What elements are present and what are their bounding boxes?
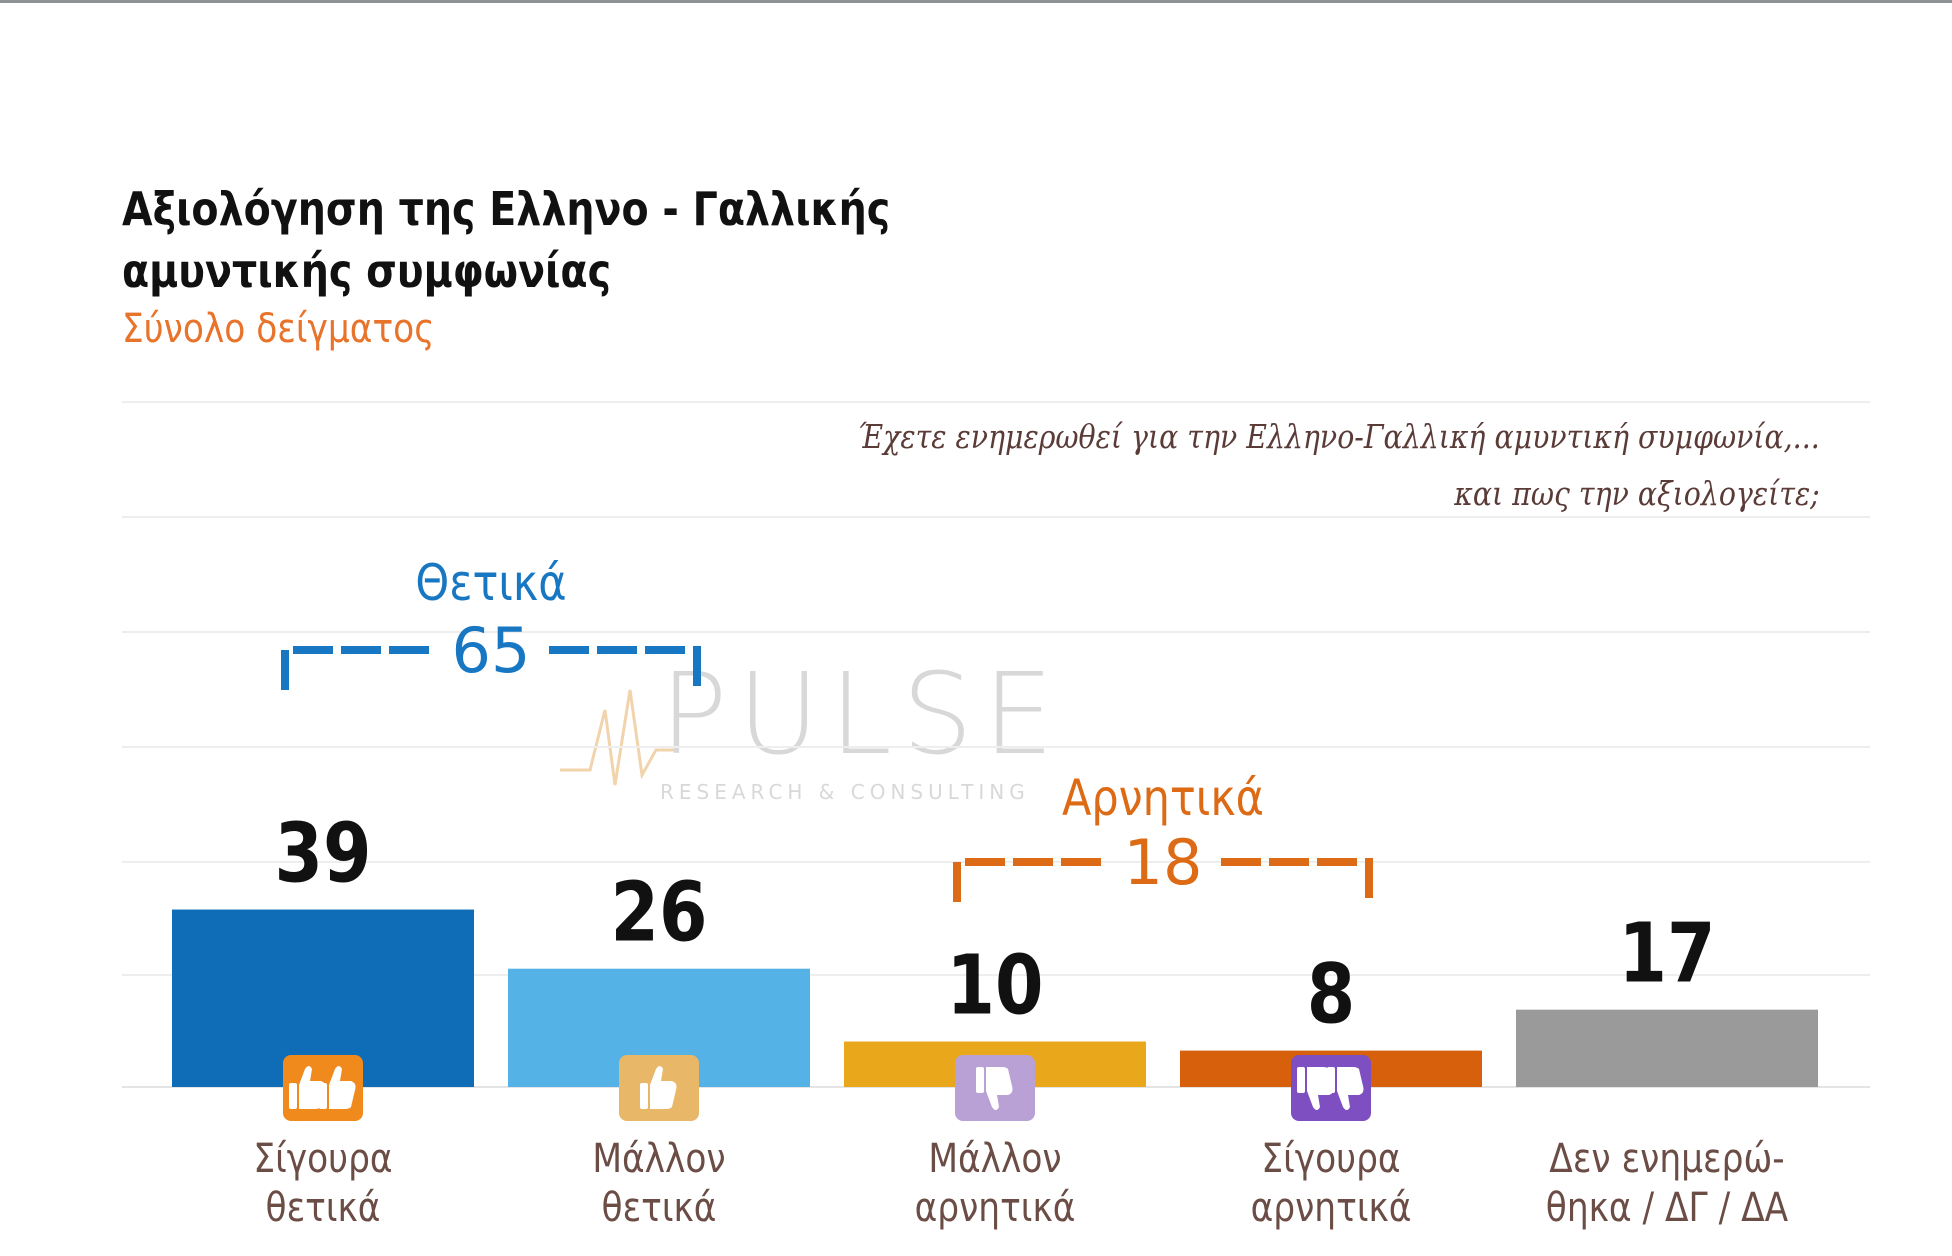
group-value-0: 65: [452, 614, 531, 687]
chart-title-line-1: Αξιολόγηση της Ελληνο - Γαλλικής: [122, 182, 891, 236]
category-label-0-0: Σίγουρα: [253, 1134, 392, 1181]
thumb-up-icon-glyph-0: [640, 1066, 677, 1109]
two-thumbs-up-icon-glyph-0: [289, 1066, 326, 1109]
survey-question: Έχετε ενημερωθεί για την Ελληνο-Γαλλική …: [858, 408, 1820, 522]
survey-question-line-1: Έχετε ενημερωθεί για την Ελληνο-Γαλλική …: [857, 417, 1820, 456]
category-label-1-1: θετικά: [602, 1183, 717, 1230]
group-bracket-left-1: [953, 858, 1105, 902]
category-label-2-1: αρνητικά: [915, 1183, 1076, 1230]
data-label-4: 17: [1619, 905, 1716, 1001]
thumb-down-icon-glyph-0: [976, 1067, 1013, 1110]
two-thumbs-down-icon: [1291, 1055, 1371, 1121]
category-label-3-0: Σίγουρα: [1261, 1134, 1400, 1181]
thumb-down-icon: [955, 1055, 1035, 1121]
group-bracket-right-0: [549, 646, 701, 690]
category-label-0-1: θετικά: [266, 1183, 381, 1230]
group-value-1: 18: [1124, 826, 1203, 899]
category-label-3-1: αρνητικά: [1251, 1183, 1412, 1230]
category-label-1-0: Μάλλον: [592, 1134, 725, 1181]
data-label-1: 26: [611, 864, 708, 960]
group-bracket-right-1: [1221, 858, 1373, 902]
chart-title-line-2: αμυντικής συμφωνίας: [122, 244, 612, 298]
group-label-0: Θετικά: [415, 554, 566, 612]
category-label-4-1: θηκα / ΔΓ / ΔΑ: [1546, 1183, 1789, 1230]
chart-subtitle: Σύνολο δείγματος: [122, 306, 435, 352]
bar-4: [1516, 1009, 1818, 1087]
data-label-3: 8: [1307, 946, 1355, 1042]
two-thumbs-up-icon: [283, 1055, 363, 1121]
top-border: [0, 0, 1952, 3]
two-thumbs-up-icon-glyph-1: [319, 1066, 356, 1109]
thumb-up-icon: [619, 1055, 699, 1121]
category-label-4-0: Δεν ενημερώ-: [1549, 1134, 1784, 1181]
two-thumbs-down-icon-glyph-1: [1327, 1067, 1364, 1110]
category-label-2-0: Μάλλον: [928, 1134, 1061, 1181]
group-label-1: Αρνητικά: [1062, 769, 1264, 827]
data-label-2: 10: [947, 937, 1044, 1033]
survey-question-line-2: και πως την αξιολογείτε;: [1454, 474, 1820, 513]
two-thumbs-down-icon-glyph-0: [1297, 1067, 1334, 1110]
group-bracket-left-0: [281, 646, 433, 690]
data-label-0: 39: [275, 805, 372, 901]
chart-title: Αξιολόγηση της Ελληνο - Γαλλικής αμυντικ…: [122, 178, 890, 302]
